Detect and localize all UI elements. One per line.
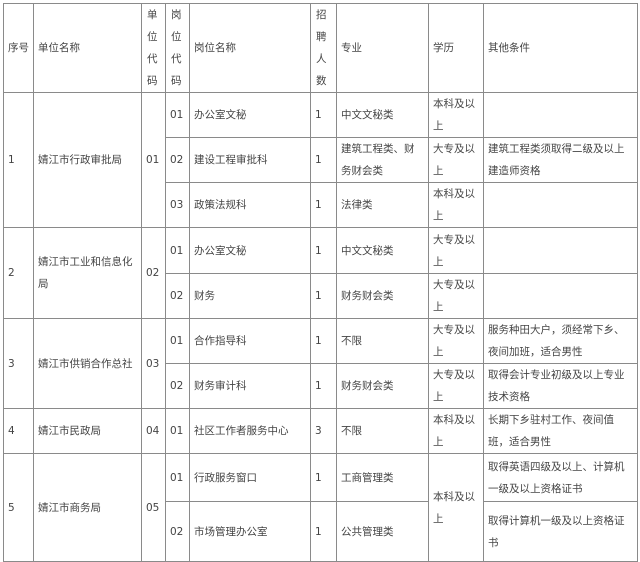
pos-name-cell: 财务审计科 bbox=[189, 363, 311, 409]
table-row: 03 政策法规科 1 法律类 本科及以上 bbox=[4, 182, 638, 228]
count-cell: 1 bbox=[310, 92, 337, 138]
count-cell: 1 bbox=[310, 453, 337, 502]
edu-cell: 本科及以上 bbox=[428, 182, 484, 228]
pos-name-cell: 建设工程审批科 bbox=[189, 137, 311, 183]
header-other: 其他条件 bbox=[483, 3, 638, 93]
seq-cell: 2 bbox=[3, 227, 34, 319]
table-row: 02 建设工程审批科 1 建筑工程类、财务财会类 大专及以上 建筑工程类须取得二级及以上建… bbox=[4, 137, 638, 183]
header-unit-code: 单位代码 bbox=[141, 3, 166, 93]
unit-name-cell: 婧江市商务局 bbox=[33, 453, 142, 562]
other-cell: 取得英语四级及以上、计算机一级及以上资格证书 bbox=[483, 453, 638, 502]
unit-code-cell: 02 bbox=[141, 227, 166, 319]
major-cell: 法律类 bbox=[336, 182, 429, 228]
table-row: 02 财务 1 财务财会类 大专及以上 bbox=[4, 273, 638, 319]
pos-name-cell: 市场管理办公室 bbox=[189, 501, 311, 562]
pos-code-cell: 01 bbox=[165, 453, 190, 502]
recruitment-table: 序号 单位名称 单位代码 岗位代码 岗位名称 招聘人数 专业 学历 其他条件 1… bbox=[3, 3, 638, 562]
major-cell: 公共管理类 bbox=[336, 501, 429, 562]
pos-name-cell: 办公室文秘 bbox=[189, 92, 311, 138]
pos-code-cell: 03 bbox=[165, 182, 190, 228]
pos-code-cell: 01 bbox=[165, 227, 190, 274]
edu-cell: 本科及以上 bbox=[428, 408, 484, 454]
unit-code-cell: 04 bbox=[141, 408, 166, 454]
pos-name-cell: 行政服务窗口 bbox=[189, 453, 311, 502]
edu-cell: 大专及以上 bbox=[428, 137, 484, 183]
pos-name-cell: 政策法规科 bbox=[189, 182, 311, 228]
unit-code-cell: 03 bbox=[141, 318, 166, 409]
other-cell: 建筑工程类须取得二级及以上建造师资格 bbox=[483, 137, 638, 183]
other-cell bbox=[483, 227, 638, 274]
edu-cell: 本科及以上 bbox=[428, 92, 484, 138]
pos-name-cell: 财务 bbox=[189, 273, 311, 319]
count-cell: 3 bbox=[310, 408, 337, 454]
pos-code-cell: 02 bbox=[165, 137, 190, 183]
pos-code-cell: 02 bbox=[165, 363, 190, 409]
header-count: 招聘人数 bbox=[310, 3, 337, 93]
unit-name-cell: 婧江市行政审批局 bbox=[33, 92, 142, 228]
unit-code-cell: 05 bbox=[141, 453, 166, 562]
table-row: 5 婧江市商务局 05 01 行政服务窗口 1 工商管理类 本科及以上 取得英语四级及以上、计算… bbox=[3, 453, 638, 562]
count-cell: 1 bbox=[310, 273, 337, 319]
seq-cell: 5 bbox=[3, 453, 34, 562]
count-cell: 1 bbox=[310, 363, 337, 409]
header-row: 序号 单位名称 单位代码 岗位代码 岗位名称 招聘人数 专业 学历 其他条件 bbox=[3, 3, 638, 93]
unit-name-cell: 婧江市民政局 bbox=[33, 408, 142, 454]
other-cell: 服务种田大户，须经常下乡、夜间加班，适合男性 bbox=[483, 318, 638, 364]
major-cell: 中文文秘类 bbox=[336, 227, 429, 274]
table-row: 2 婧江市工业和信息化局 02 01 办公室文秘 1 中文文秘类 大专及以上 bbox=[3, 227, 638, 319]
count-cell: 1 bbox=[310, 182, 337, 228]
count-cell: 1 bbox=[310, 318, 337, 364]
table-row: 02 财务审计科 1 财务财会类 大专及以上 取得会计专业初级及以上专业技术资格 bbox=[4, 363, 638, 409]
major-cell: 不限 bbox=[336, 318, 429, 364]
pos-name-cell: 办公室文秘 bbox=[189, 227, 311, 274]
pos-code-cell: 01 bbox=[165, 318, 190, 364]
other-cell: 长期下乡驻村工作、夜间值班，适合男性 bbox=[483, 408, 638, 454]
major-cell: 财务财会类 bbox=[336, 273, 429, 319]
edu-cell: 大专及以上 bbox=[428, 227, 484, 274]
major-cell: 中文文秘类 bbox=[336, 92, 429, 138]
other-cell: 取得计算机一级及以上资格证书 bbox=[483, 501, 638, 562]
header-pos-name: 岗位名称 bbox=[189, 3, 311, 93]
header-pos-code: 岗位代码 bbox=[165, 3, 190, 93]
pos-code-cell: 02 bbox=[165, 501, 190, 562]
pos-name-cell: 合作指导科 bbox=[189, 318, 311, 364]
header-seq: 序号 bbox=[3, 3, 34, 93]
major-cell: 财务财会类 bbox=[336, 363, 429, 409]
header-unit: 单位名称 bbox=[33, 3, 142, 93]
count-cell: 1 bbox=[310, 227, 337, 274]
other-cell bbox=[483, 92, 638, 138]
major-cell: 不限 bbox=[336, 408, 429, 454]
other-cell: 取得会计专业初级及以上专业技术资格 bbox=[483, 363, 638, 409]
edu-cell: 大专及以上 bbox=[428, 318, 484, 364]
count-cell: 1 bbox=[310, 137, 337, 183]
edu-cell: 本科及以上 bbox=[428, 453, 484, 562]
header-major: 专业 bbox=[336, 3, 429, 93]
major-cell: 工商管理类 bbox=[336, 453, 429, 502]
count-cell: 1 bbox=[310, 501, 337, 562]
edu-cell: 大专及以上 bbox=[428, 363, 484, 409]
pos-name-cell: 社区工作者服务中心 bbox=[189, 408, 311, 454]
table-row: 4 婧江市民政局 04 01 社区工作者服务中心 3 不限 本科及以上 长期下乡驻村工作、夜间值… bbox=[3, 408, 638, 454]
table-row: 3 婧江市供销合作总社 03 01 合作指导科 1 不限 大专及以上 服务种田大户，须经常下乡、… bbox=[3, 318, 638, 409]
seq-cell: 3 bbox=[3, 318, 34, 409]
unit-code-cell: 01 bbox=[141, 92, 166, 228]
unit-name-cell: 婧江市工业和信息化局 bbox=[33, 227, 142, 319]
pos-code-cell: 01 bbox=[165, 408, 190, 454]
major-cell: 建筑工程类、财务财会类 bbox=[336, 137, 429, 183]
edu-cell: 大专及以上 bbox=[428, 273, 484, 319]
seq-cell: 4 bbox=[3, 408, 34, 454]
other-cell bbox=[483, 182, 638, 228]
header-edu: 学历 bbox=[428, 3, 484, 93]
pos-code-cell: 01 bbox=[165, 92, 190, 138]
seq-cell: 1 bbox=[3, 92, 34, 228]
unit-name-cell: 婧江市供销合作总社 bbox=[33, 318, 142, 409]
table-row: 1 婧江市行政审批局 01 01 办公室文秘 1 中文文秘类 本科及以上 bbox=[3, 92, 638, 228]
pos-code-cell: 02 bbox=[165, 273, 190, 319]
other-cell bbox=[483, 273, 638, 319]
